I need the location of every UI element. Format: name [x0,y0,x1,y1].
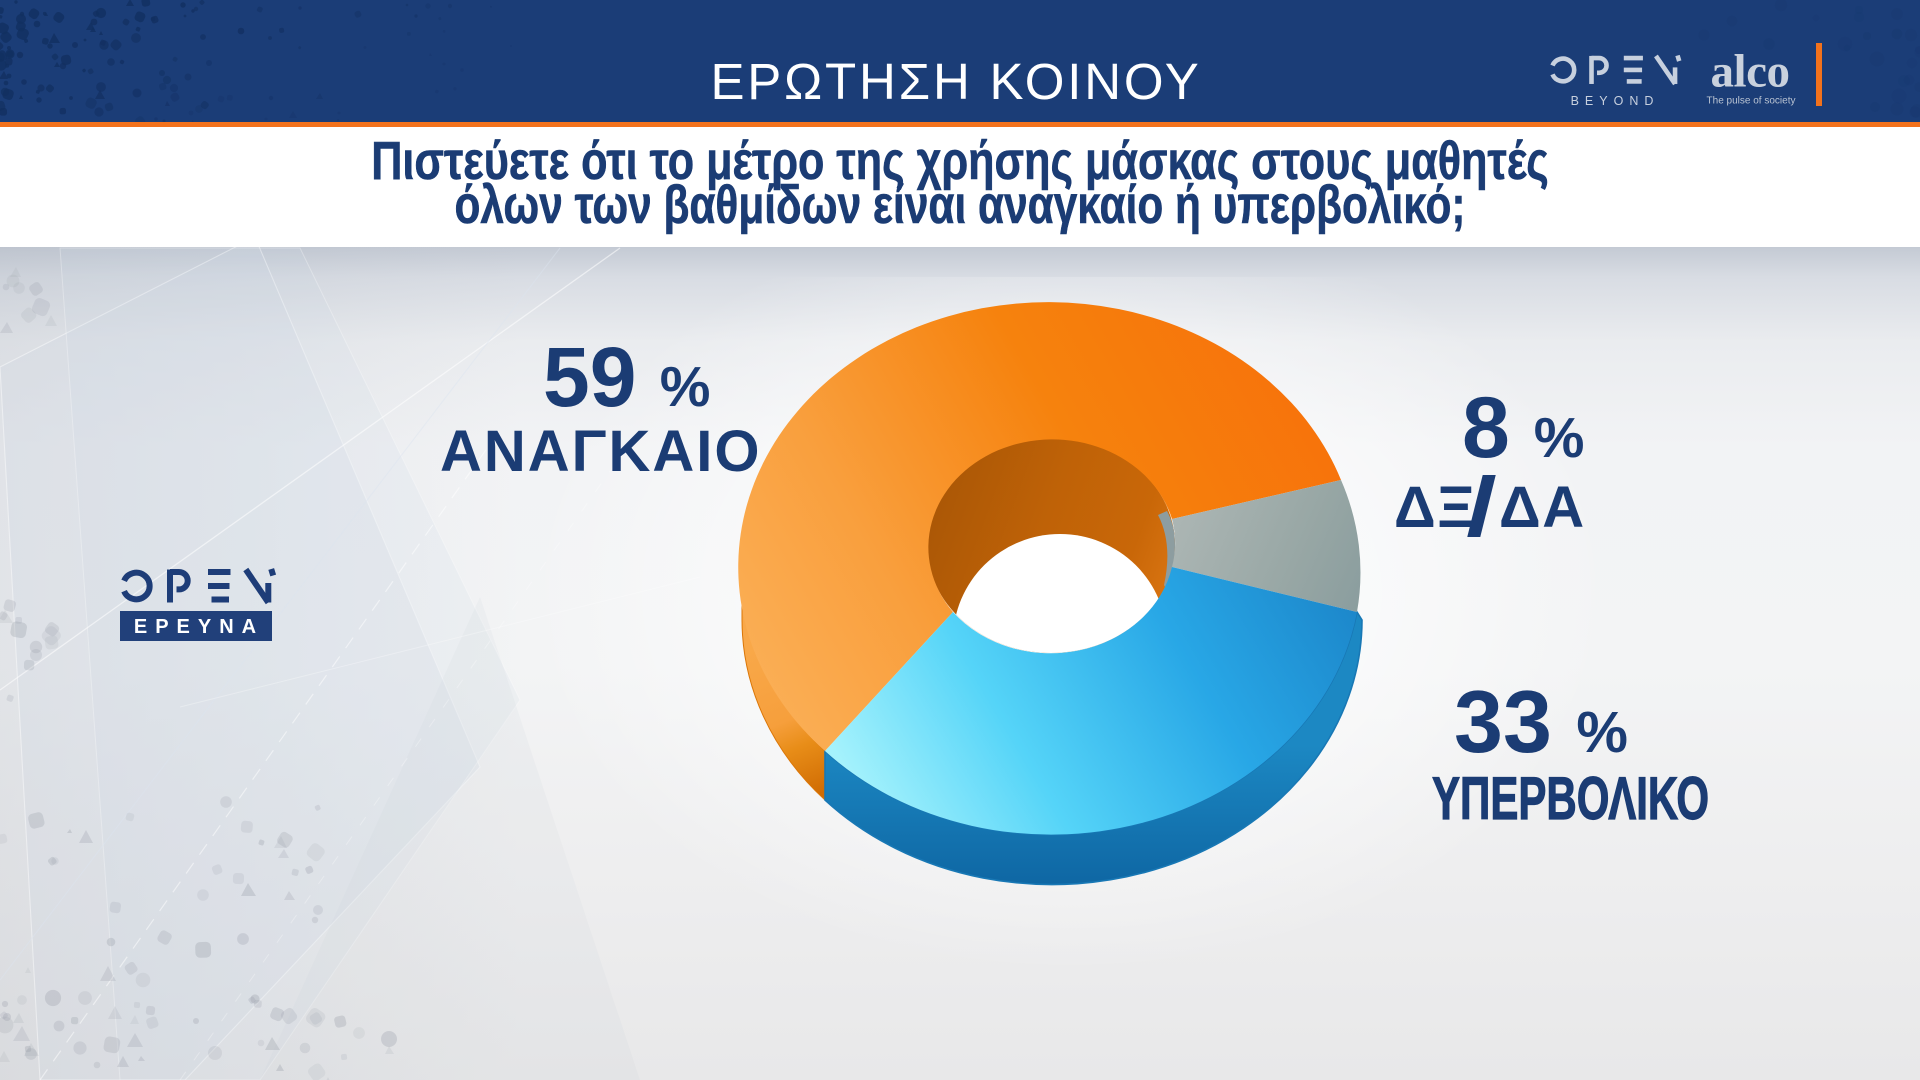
svg-text:alco: alco [1711,46,1790,98]
svg-text:The pulse of society: The pulse of society [1707,96,1796,107]
svg-text:BEYOND: BEYOND [1571,94,1660,108]
svg-text:ΕΡΕΥΝΑ: ΕΡΕΥΝΑ [134,616,264,638]
